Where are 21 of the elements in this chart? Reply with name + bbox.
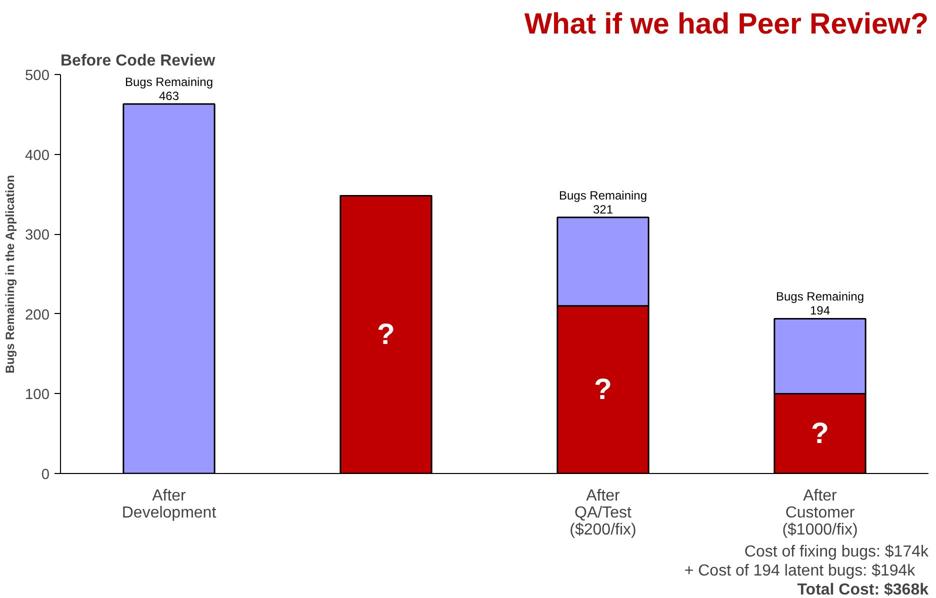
y-tick-label: 500 [25, 68, 50, 84]
y-axis-title: Bugs Remaining in the Application [3, 175, 18, 374]
chart-title: What if we had Peer Review? [524, 8, 929, 40]
data-label: ? [594, 373, 612, 406]
y-tick-label: 300 [25, 228, 50, 244]
y-tick-label: 400 [25, 148, 50, 164]
text: + Cost of 194 latent bugs: $194k [684, 562, 916, 580]
chart-subtitle: Before Code Review [60, 52, 216, 70]
y-tick-label: 200 [25, 307, 50, 324]
data-label: Bugs Remaining 194 [776, 290, 864, 318]
y-tick-label: 100 [25, 387, 50, 404]
y-tick-label: 0 [41, 467, 50, 483]
data-label: Bugs Remaining 463 [124, 75, 214, 104]
text: Total Cost: $368k [797, 582, 929, 598]
data-label: ? [811, 417, 829, 450]
data-label: ? [377, 318, 395, 352]
x-tick-label: After Development [122, 488, 217, 522]
x-tick-label: After Customer ($1000/fix) [782, 488, 858, 538]
data-label: Bugs Remaining 321 [558, 188, 648, 216]
text: Cost of fixing bugs: $174k [744, 544, 930, 560]
x-tick-label: After QA/Test ($200/fix) [570, 488, 636, 538]
